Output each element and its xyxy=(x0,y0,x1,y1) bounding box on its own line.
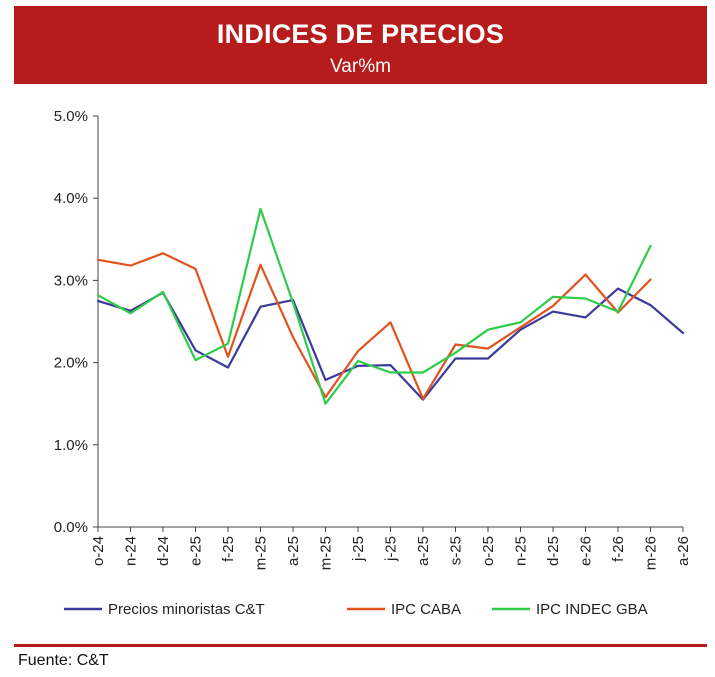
y-tick-label: 3.0% xyxy=(54,272,88,289)
x-tick-label: a-25 xyxy=(285,536,302,566)
x-tick-label: d-25 xyxy=(545,536,562,566)
x-tick-label: m-26 xyxy=(643,536,660,570)
line-chart: 0.0% 1.0% 2.0% 3.0% 4.0% 5.0% o-24 n-24 d-24 e-25… xyxy=(54,108,692,618)
x-tick-label: f-25 xyxy=(220,536,237,562)
y-tick-label: 0.0% xyxy=(54,519,88,536)
x-tick-label: n-24 xyxy=(123,536,140,566)
x-tick-label: j-25 xyxy=(350,536,367,562)
legend-label: IPC CABA xyxy=(391,601,461,618)
chart-subtitle: Var%m xyxy=(330,56,391,77)
chart-title: INDICES DE PRECIOS xyxy=(216,19,505,49)
x-tick-label: f-26 xyxy=(610,536,627,562)
y-tick-label: 2.0% xyxy=(54,355,88,372)
x-tick-label: e-25 xyxy=(188,536,205,566)
x-tick-label: a-25 xyxy=(415,536,432,566)
x-tick-label: o-24 xyxy=(90,536,107,566)
x-tick-label: o-25 xyxy=(480,536,497,566)
y-tick-label: 5.0% xyxy=(54,108,88,125)
y-tick-label: 1.0% xyxy=(54,437,88,454)
source-note: Fuente: C&T xyxy=(18,652,109,669)
footer-divider xyxy=(14,644,707,647)
title-banner: INDICES DE PRECIOS Var%m xyxy=(14,6,707,84)
x-tick-label: j-25 xyxy=(383,536,400,562)
x-tick-label: s-25 xyxy=(448,536,465,565)
x-tick-label: n-25 xyxy=(513,536,530,566)
y-tick-label: 4.0% xyxy=(54,190,88,207)
legend-label: IPC INDEC GBA xyxy=(536,601,648,618)
x-tick-label: e-26 xyxy=(578,536,595,566)
series-line-1 xyxy=(96,287,685,401)
series-line-2 xyxy=(96,252,652,400)
x-tick-label: m-25 xyxy=(253,536,270,570)
series-line-3 xyxy=(96,207,652,405)
x-tick-label: a-26 xyxy=(675,536,692,566)
x-tick-label: m-25 xyxy=(318,536,335,570)
legend-label: Precios minoristas C&T xyxy=(108,601,265,618)
x-tick-label: d-24 xyxy=(155,536,172,566)
